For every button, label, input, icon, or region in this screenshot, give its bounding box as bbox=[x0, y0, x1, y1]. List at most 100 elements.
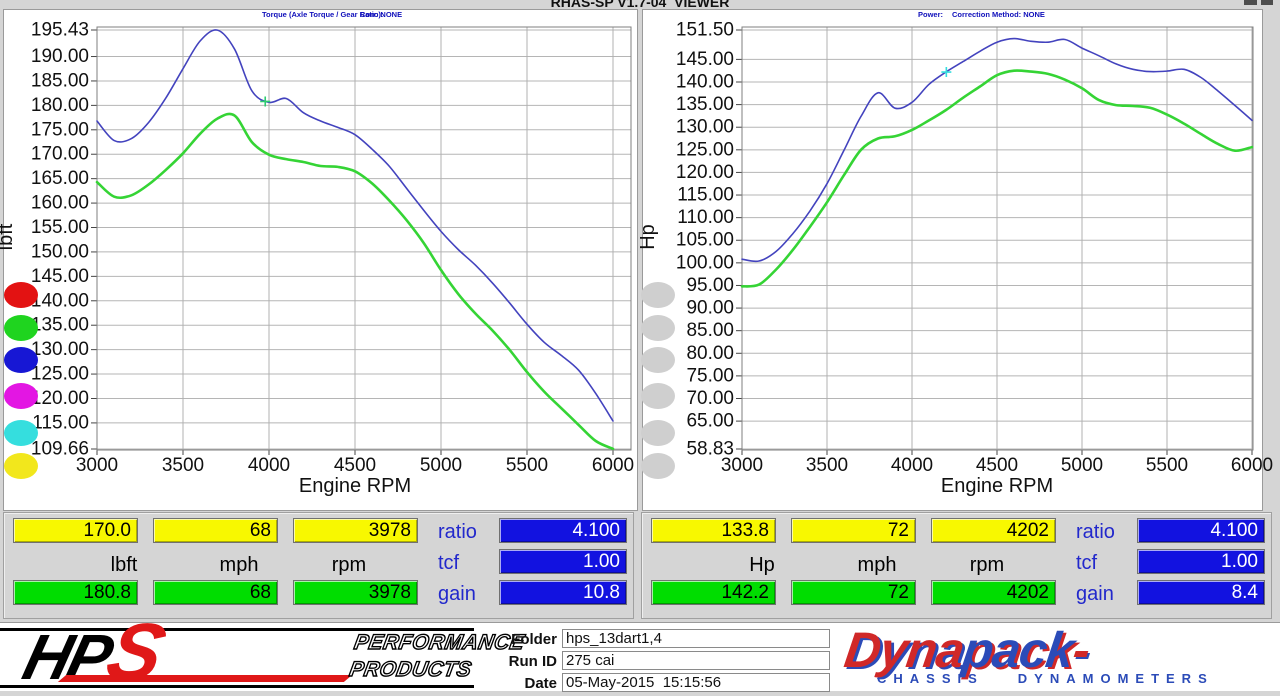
x-tick-label: 6000 bbox=[1231, 455, 1273, 476]
date-input[interactable] bbox=[562, 673, 830, 692]
x-tick-label: 4000 bbox=[248, 455, 290, 476]
torque-value-run1: 170.0 bbox=[13, 518, 138, 543]
run-indicator-dot[interactable] bbox=[4, 453, 38, 479]
ratio-value: 4.100 bbox=[1137, 518, 1265, 543]
rpm-value-run2: 4202 bbox=[931, 580, 1056, 605]
x-tick-label: 4500 bbox=[334, 455, 376, 476]
cursor-marker[interactable] bbox=[260, 96, 271, 107]
tcf-value: 1.00 bbox=[1137, 549, 1265, 574]
y-tick-label: 70.00 bbox=[686, 388, 734, 409]
unit-label-lbft: lbft bbox=[110, 554, 138, 576]
gain-label: gain bbox=[1076, 583, 1114, 605]
ratio-value: 4.100 bbox=[499, 518, 627, 543]
y-tick-label: 85.00 bbox=[686, 320, 734, 341]
y-tick-label: 145.00 bbox=[676, 49, 734, 70]
run-indicator-dot[interactable] bbox=[4, 315, 38, 341]
torque-value-run2: 180.8 bbox=[13, 580, 138, 605]
curve-baseline-run-green bbox=[740, 69, 1254, 288]
chart-panel bbox=[642, 9, 1263, 511]
window-close-button[interactable] bbox=[1261, 0, 1273, 5]
y-tick-label: 155.00 bbox=[31, 217, 89, 238]
run-id-input[interactable] bbox=[562, 651, 830, 670]
x-tick-label: 5000 bbox=[420, 455, 462, 476]
run-indicator-dot[interactable] bbox=[4, 420, 38, 446]
gain-value: 10.8 bbox=[499, 580, 627, 605]
tcf-value: 1.00 bbox=[499, 549, 627, 574]
torque-readout-panel: 170.0 68 3978 lbft mph rpm 180.8 68 3978… bbox=[3, 512, 634, 619]
hps-logo-top-rule bbox=[0, 628, 474, 631]
window-title: RHAS-SP V1.7-04 VIEWER bbox=[550, 0, 730, 9]
window-minimize-button[interactable] bbox=[1244, 0, 1257, 5]
x-tick-label: 3500 bbox=[162, 455, 204, 476]
y-tick-label: 145.00 bbox=[31, 266, 89, 287]
y-tick-label: 75.00 bbox=[686, 365, 734, 386]
tcf-label: tcf bbox=[438, 552, 460, 574]
y-tick-label: 135.00 bbox=[676, 94, 734, 115]
y-tick-label: 135.00 bbox=[31, 315, 89, 336]
y-tick-label: 109.66 bbox=[31, 439, 89, 460]
unit-label-mph: mph bbox=[857, 554, 897, 576]
y-tick-label: 115.00 bbox=[677, 185, 734, 206]
chart-header-correction: Corr: NONE bbox=[360, 10, 402, 19]
ratio-label: ratio bbox=[438, 521, 477, 543]
y-tick-label: 160.00 bbox=[31, 193, 89, 214]
y-tick-label: 130.00 bbox=[31, 339, 89, 360]
speed-value-run2: 72 bbox=[791, 580, 916, 605]
hps-logo-bottom-rule bbox=[0, 685, 474, 688]
y-tick-label: 100.00 bbox=[676, 252, 734, 273]
run-id-label: Run ID bbox=[508, 653, 557, 670]
gain-label: gain bbox=[438, 583, 476, 605]
y-tick-label: 151.50 bbox=[676, 20, 734, 41]
y-tick-label: 120.00 bbox=[676, 162, 734, 183]
run-indicator-dot[interactable] bbox=[641, 282, 675, 308]
y-tick-label: 150.00 bbox=[31, 241, 89, 262]
run-indicator-dot[interactable] bbox=[4, 347, 38, 373]
y-tick-label: 185.00 bbox=[31, 70, 89, 91]
y-tick-label: 170.00 bbox=[31, 144, 89, 165]
x-tick-label: 6000 bbox=[592, 455, 634, 476]
dynapack-wordmark: Dynapack- bbox=[841, 622, 1093, 678]
footer: HPS PERFORMANCE PRODUCTS Folder Run ID D… bbox=[0, 607, 1280, 696]
run-indicator-dot[interactable] bbox=[4, 383, 38, 409]
y-tick-label: 125.00 bbox=[676, 139, 734, 160]
x-tick-label: 4500 bbox=[976, 455, 1018, 476]
y-tick-label: 80.00 bbox=[686, 343, 734, 364]
run-indicator-dot[interactable] bbox=[641, 383, 675, 409]
date-label: Date bbox=[524, 675, 557, 692]
y-axis-label: lbft bbox=[0, 223, 17, 250]
cursor-marker[interactable] bbox=[941, 67, 952, 78]
run-indicator-dot[interactable] bbox=[641, 420, 675, 446]
rpm-value-run2: 3978 bbox=[293, 580, 418, 605]
hps-logo-swoosh bbox=[57, 675, 353, 682]
chart-header-title: Power: bbox=[918, 10, 943, 19]
rpm-value-run1: 3978 bbox=[293, 518, 418, 543]
ratio-label: ratio bbox=[1076, 521, 1115, 543]
gain-value: 8.4 bbox=[1137, 580, 1265, 605]
y-tick-label: 130.00 bbox=[676, 117, 734, 138]
y-tick-label: 58.83 bbox=[686, 439, 734, 460]
run-indicator-dot[interactable] bbox=[641, 453, 675, 479]
x-tick-label: 3000 bbox=[721, 455, 763, 476]
run-indicator-dot[interactable] bbox=[4, 282, 38, 308]
power-value-run1: 133.8 bbox=[651, 518, 776, 543]
dynapack-subtitle: CHASSIS DYNAMOMETERS bbox=[877, 671, 1214, 686]
run-indicator-dot[interactable] bbox=[641, 347, 675, 373]
y-tick-label: 95.00 bbox=[686, 275, 734, 296]
y-tick-label: 140.00 bbox=[676, 71, 734, 92]
y-tick-label: 175.00 bbox=[31, 119, 89, 140]
unit-label-rpm: rpm bbox=[331, 554, 367, 576]
folder-input[interactable] bbox=[562, 629, 830, 648]
y-tick-label: 65.00 bbox=[686, 411, 734, 432]
speed-value-run1: 68 bbox=[153, 518, 278, 543]
y-tick-label: 120.00 bbox=[31, 388, 89, 409]
y-tick-label: 190.00 bbox=[31, 46, 89, 67]
x-tick-label: 5500 bbox=[1146, 455, 1188, 476]
x-axis-label: Engine RPM bbox=[299, 475, 411, 497]
unit-label-mph: mph bbox=[219, 554, 259, 576]
power-readout-panel: 133.8 72 4202 Hp mph rpm 142.2 72 4202 r… bbox=[641, 512, 1272, 619]
speed-value-run2: 68 bbox=[153, 580, 278, 605]
x-tick-label: 3500 bbox=[806, 455, 848, 476]
run-indicator-dot[interactable] bbox=[641, 315, 675, 341]
chart-panel bbox=[3, 9, 638, 511]
x-tick-label: 5500 bbox=[506, 455, 548, 476]
